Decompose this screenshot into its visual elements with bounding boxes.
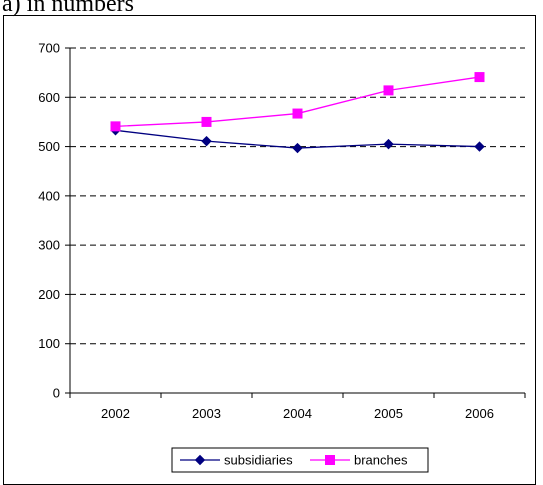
x-tick-label-2006: 2006 <box>465 406 494 421</box>
point-branches-2005 <box>383 85 394 96</box>
legend-marker-subsidiaries <box>194 454 206 466</box>
x-tick-label-2004: 2004 <box>283 406 312 421</box>
legend-marker-branches <box>325 455 335 465</box>
y-tick-label-600: 600 <box>38 90 60 105</box>
chart-caption: a) in numbers <box>2 0 134 17</box>
legend-label-subsidiaries: subsidiaries <box>224 453 293 468</box>
point-subsidiaries-2004 <box>292 142 303 154</box>
x-tick-label-2003: 2003 <box>192 406 221 421</box>
point-subsidiaries-2005 <box>383 138 394 150</box>
y-tick-label-200: 200 <box>38 287 60 302</box>
y-tick-label-400: 400 <box>38 188 60 203</box>
point-branches-2002 <box>110 121 121 132</box>
point-branches-2004 <box>292 108 303 119</box>
x-tick-label-2005: 2005 <box>374 406 403 421</box>
y-tick-label-700: 700 <box>38 41 60 56</box>
y-tick-label-500: 500 <box>38 139 60 154</box>
point-branches-2003 <box>201 116 212 127</box>
legend-label-branches: branches <box>354 453 408 468</box>
series-line-branches <box>115 76 480 128</box>
point-subsidiaries-2006 <box>474 141 485 152</box>
point-branches-2006 <box>474 72 485 83</box>
x-tick-label-2002: 2002 <box>101 406 130 421</box>
y-tick-label-100: 100 <box>38 336 60 351</box>
y-tick-label-0: 0 <box>53 386 60 401</box>
point-subsidiaries-2003 <box>201 135 212 147</box>
y-tick-label-300: 300 <box>38 238 60 253</box>
